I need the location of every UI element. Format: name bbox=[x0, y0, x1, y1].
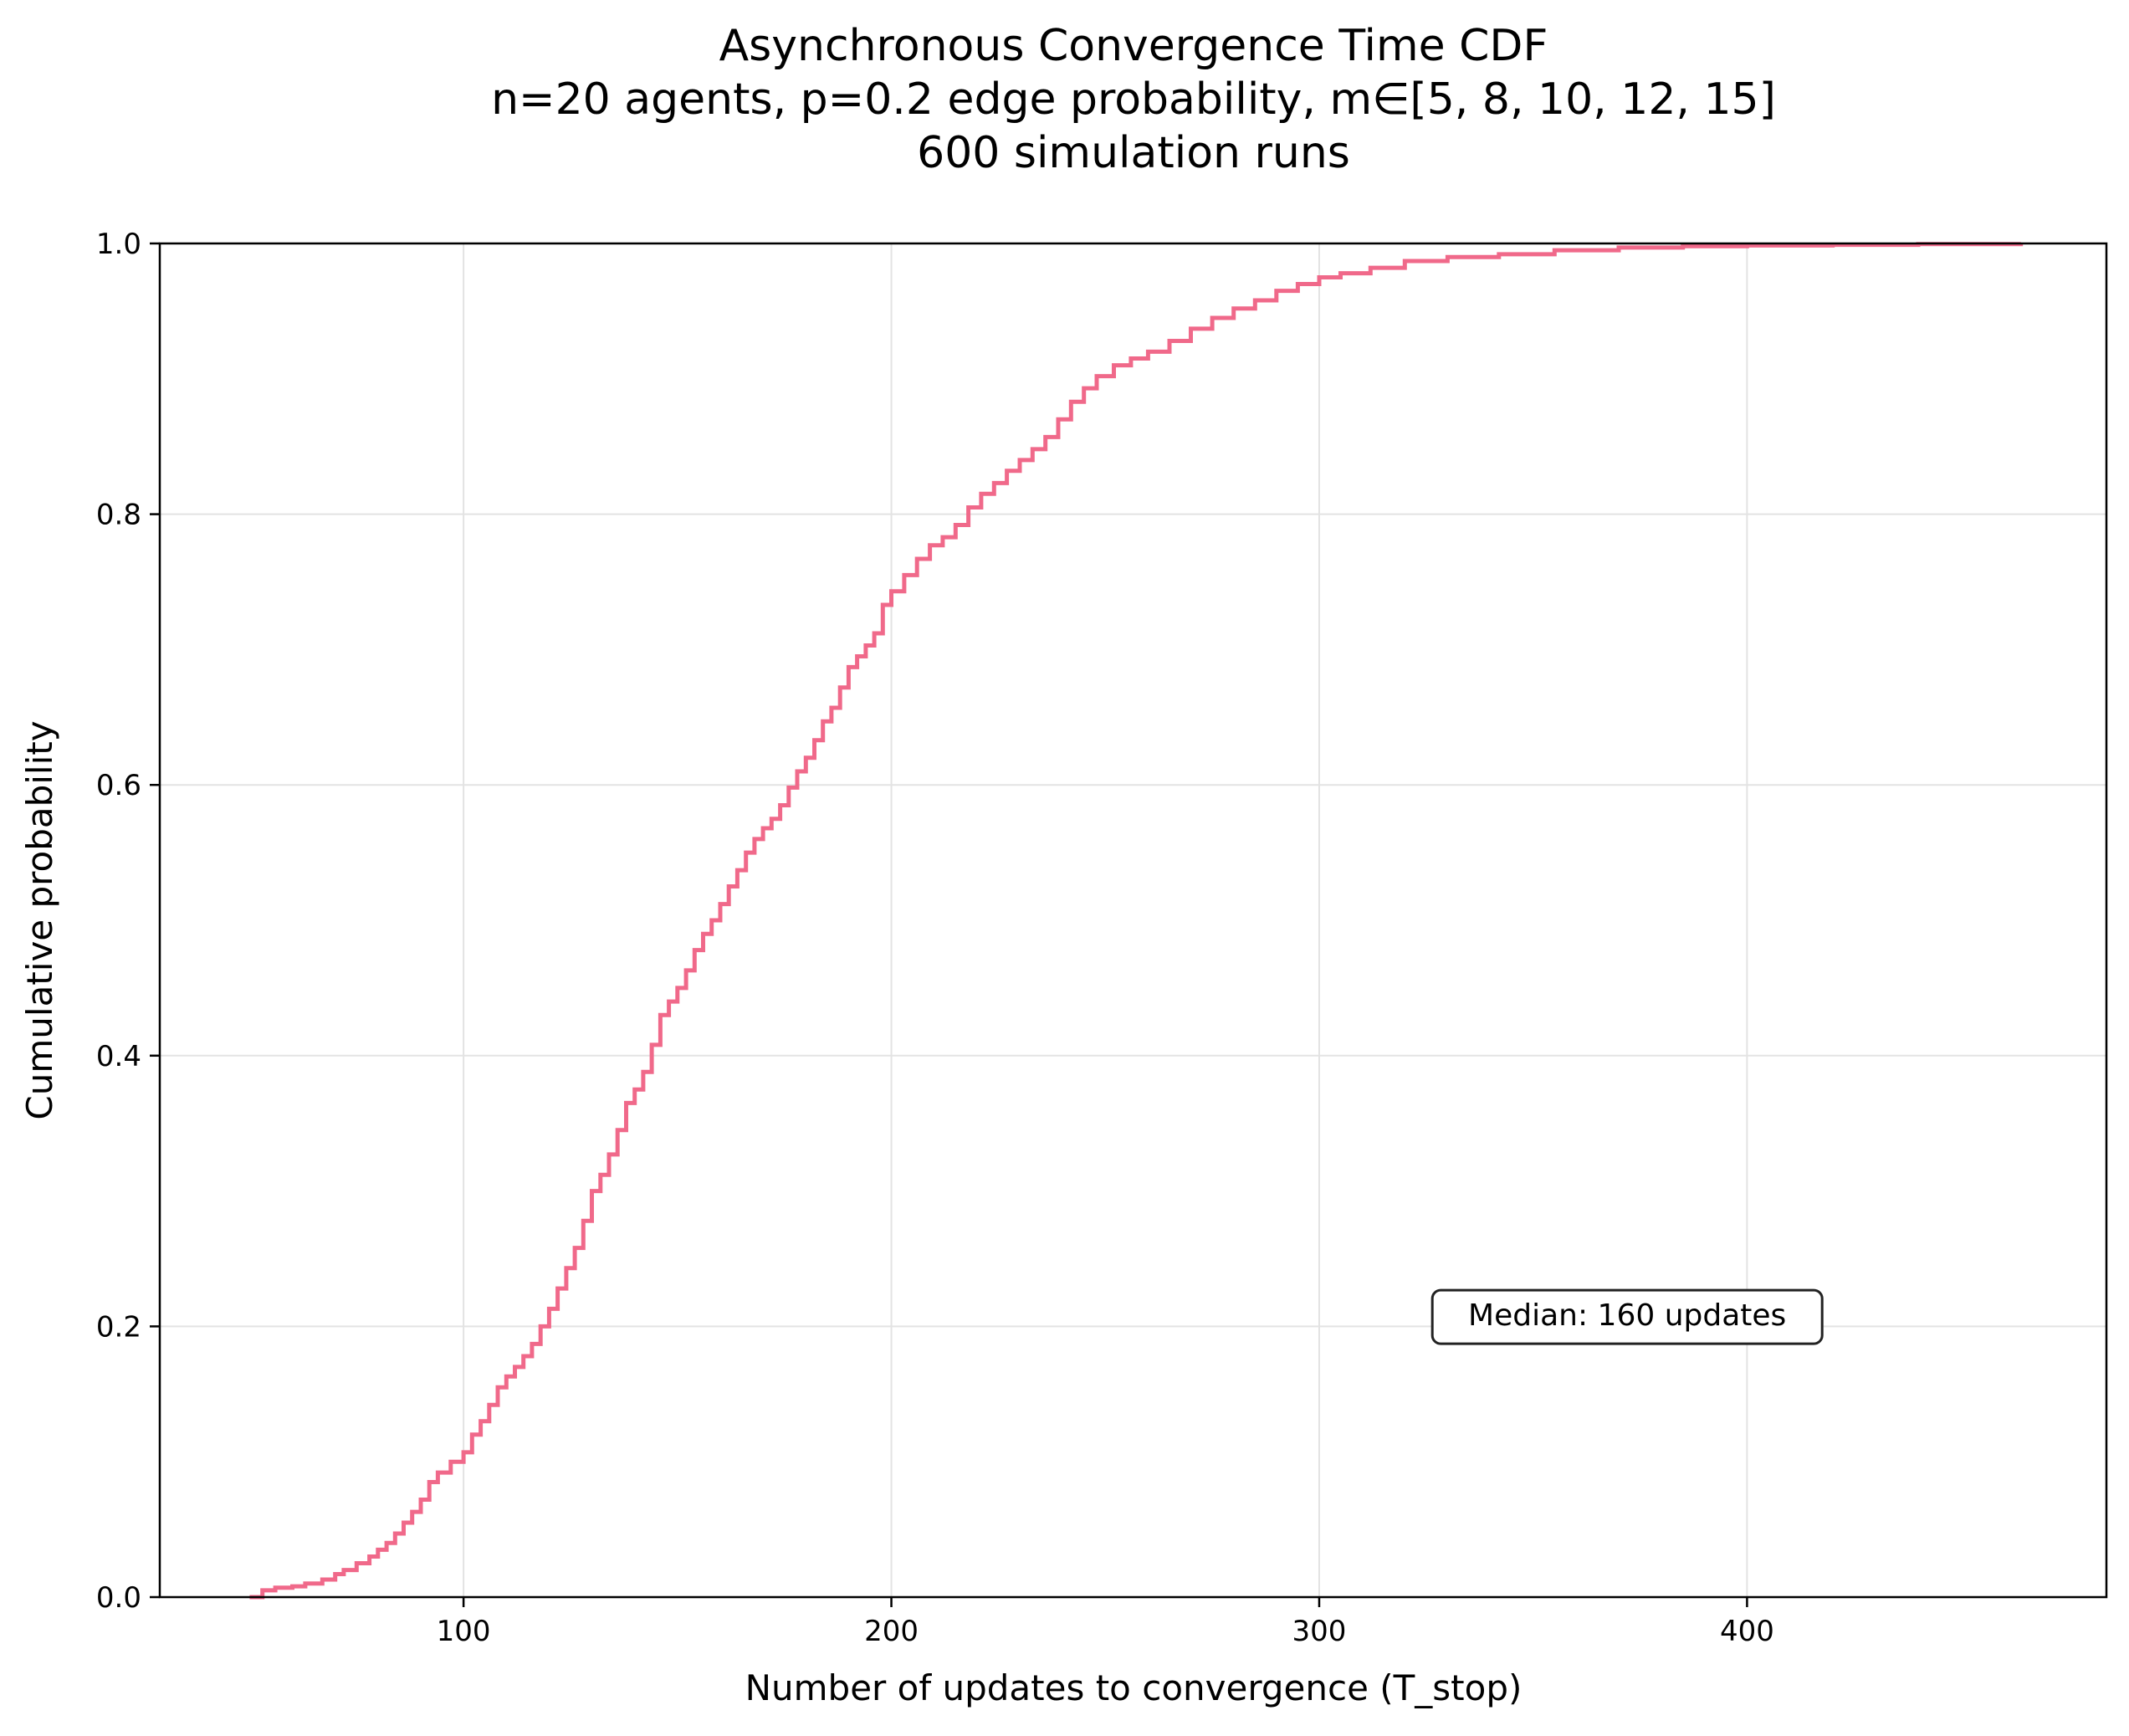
x-tick-label: 200 bbox=[864, 1615, 919, 1648]
annotation-box bbox=[1430, 1288, 1824, 1345]
x-tick-label: 400 bbox=[1720, 1615, 1774, 1648]
y-tick-label: 0.8 bbox=[96, 499, 141, 532]
y-tick-label: 0.6 bbox=[96, 769, 141, 802]
chart-title-line-3: 600 simulation runs bbox=[917, 128, 1350, 178]
x-tick-label: 300 bbox=[1292, 1615, 1347, 1648]
x-axis-ticks: 100 200 300 400 bbox=[437, 1597, 1774, 1648]
chart-title-line-1: Asynchronous Convergence Time CDF bbox=[719, 21, 1548, 71]
x-axis-label: Number of updates to convergence (T_stop… bbox=[745, 1667, 1523, 1708]
median-annotation: Median: 160 updates bbox=[1430, 1288, 1824, 1345]
y-axis-label: Cumulative probability bbox=[19, 720, 60, 1119]
chart-title: Asynchronous Convergence Time CDF n=20 a… bbox=[491, 21, 1776, 178]
chart-title-line-2: n=20 agents, p=0.2 edge probability, m∈[… bbox=[491, 74, 1776, 125]
series-group bbox=[249, 242, 2024, 1600]
x-tick-label: 100 bbox=[437, 1615, 491, 1648]
y-tick-label: 1.0 bbox=[96, 228, 141, 261]
y-axis-ticks: 0.0 0.2 0.4 0.6 0.8 1.0 bbox=[96, 228, 160, 1615]
plot-frame bbox=[158, 242, 2108, 1599]
y-tick-label: 0.0 bbox=[96, 1581, 141, 1615]
annotation-text: Median: 160 updates bbox=[1468, 1298, 1786, 1333]
y-tick-label: 0.4 bbox=[96, 1040, 141, 1073]
y-tick-label: 0.2 bbox=[96, 1310, 141, 1344]
